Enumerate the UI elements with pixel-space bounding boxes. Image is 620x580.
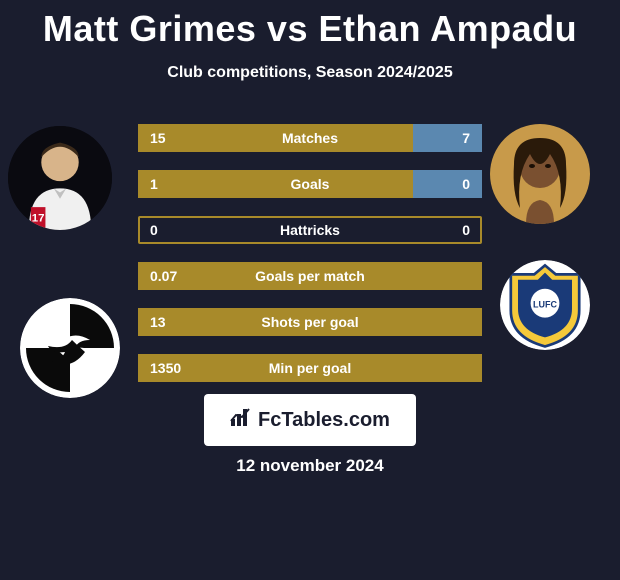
stat-right-value: 0 xyxy=(462,216,470,244)
stat-label: Hattricks xyxy=(138,216,482,244)
stat-label: Matches xyxy=(138,124,482,152)
stat-row-goals: 1 Goals 0 xyxy=(138,170,482,198)
player1-avatar: 17 xyxy=(8,126,112,230)
svg-text:17: 17 xyxy=(32,213,45,225)
svg-text:LUFC: LUFC xyxy=(533,300,557,310)
brand-box: FcTables.com xyxy=(204,394,416,446)
stat-row-spg: 13 Shots per goal xyxy=(138,308,482,336)
stat-row-matches: 15 Matches 7 xyxy=(138,124,482,152)
page-title: Matt Grimes vs Ethan Ampadu xyxy=(0,0,620,50)
stat-right-value: 0 xyxy=(462,170,470,198)
stat-label: Min per goal xyxy=(138,354,482,382)
player2-avatar xyxy=(490,124,590,224)
stat-row-hattricks: 0 Hattricks 0 xyxy=(138,216,482,244)
date-label: 12 november 2024 xyxy=(0,456,620,476)
stat-label: Shots per goal xyxy=(138,308,482,336)
stat-right-value: 7 xyxy=(462,124,470,152)
stat-row-mpg: 1350 Min per goal xyxy=(138,354,482,382)
stat-label: Goals per match xyxy=(138,262,482,290)
subtitle: Club competitions, Season 2024/2025 xyxy=(0,64,620,82)
stat-label: Goals xyxy=(138,170,482,198)
chart-icon xyxy=(230,407,252,433)
club1-badge xyxy=(20,298,120,398)
brand-text: FcTables.com xyxy=(258,409,390,432)
stats-bars: 15 Matches 7 1 Goals 0 0 Hattricks 0 0.0… xyxy=(138,124,482,400)
stat-row-gpm: 0.07 Goals per match xyxy=(138,262,482,290)
club2-badge: LUFC xyxy=(500,260,590,350)
